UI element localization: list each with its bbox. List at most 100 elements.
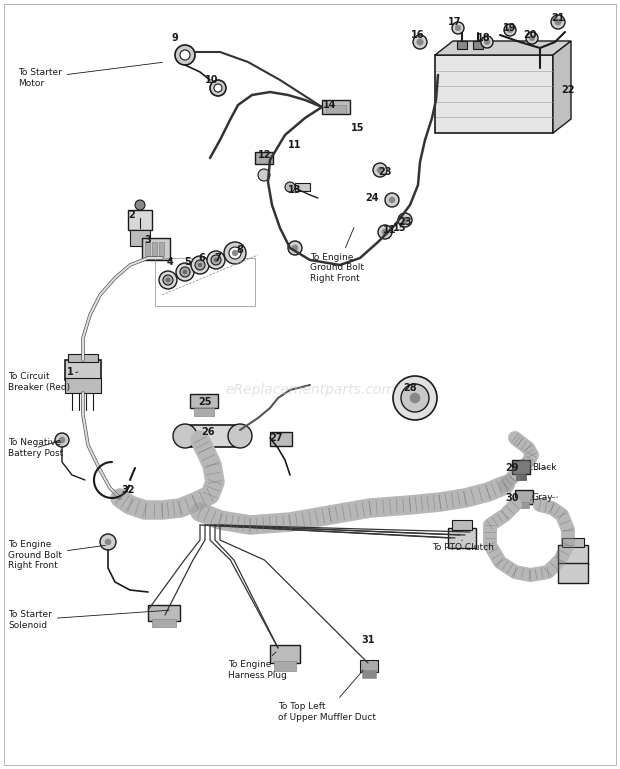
Bar <box>65 378 101 393</box>
Circle shape <box>551 15 565 29</box>
Text: 11: 11 <box>288 140 302 150</box>
Circle shape <box>159 271 177 289</box>
Text: 32: 32 <box>122 485 135 495</box>
Bar <box>68 354 98 362</box>
Text: 2: 2 <box>128 210 135 220</box>
Bar <box>519 502 529 508</box>
Circle shape <box>402 217 408 223</box>
Circle shape <box>183 270 187 274</box>
Circle shape <box>529 35 534 41</box>
Text: To PTO Clutch: To PTO Clutch <box>432 540 494 552</box>
Bar <box>512 460 530 474</box>
Text: 27: 27 <box>269 433 283 443</box>
Text: Gray: Gray <box>532 494 554 502</box>
Text: 5: 5 <box>185 257 192 267</box>
Circle shape <box>232 250 238 256</box>
Text: 7: 7 <box>215 253 221 263</box>
Text: 9: 9 <box>172 33 179 43</box>
Circle shape <box>292 245 298 251</box>
Bar <box>516 474 526 480</box>
Text: 17: 17 <box>448 17 462 27</box>
Bar <box>270 645 300 663</box>
Text: Black: Black <box>532 464 557 472</box>
Circle shape <box>481 36 493 48</box>
Text: 16: 16 <box>411 30 425 40</box>
Circle shape <box>389 197 395 203</box>
Text: 18: 18 <box>477 33 491 43</box>
Text: 13: 13 <box>288 185 302 195</box>
Text: 28: 28 <box>403 383 417 393</box>
Text: 24: 24 <box>365 193 379 203</box>
Circle shape <box>163 275 173 285</box>
Circle shape <box>135 200 145 210</box>
Text: To Circuit
Breaker (Red): To Circuit Breaker (Red) <box>8 372 78 391</box>
Circle shape <box>55 433 69 447</box>
Text: 8: 8 <box>237 245 244 255</box>
Bar <box>65 360 101 380</box>
Text: 4: 4 <box>167 257 174 267</box>
Circle shape <box>180 267 190 277</box>
Bar <box>145 242 150 256</box>
Circle shape <box>224 242 246 264</box>
Text: To Top Left
of Upper Muffler Duct: To Top Left of Upper Muffler Duct <box>278 670 376 721</box>
Text: 14: 14 <box>323 100 337 110</box>
Text: 1: 1 <box>66 367 73 377</box>
Text: 10: 10 <box>205 75 219 85</box>
Bar <box>360 660 378 672</box>
Circle shape <box>180 50 190 60</box>
Text: To Negative
Battery Post: To Negative Battery Post <box>8 438 63 458</box>
Bar <box>362 670 376 678</box>
Bar <box>473 41 483 49</box>
Bar <box>435 55 553 133</box>
Circle shape <box>285 182 295 192</box>
Text: 26: 26 <box>202 427 215 437</box>
Text: 29: 29 <box>505 463 519 473</box>
Text: To Engine
Harness Plug: To Engine Harness Plug <box>228 652 287 680</box>
Circle shape <box>393 376 437 420</box>
Circle shape <box>176 263 194 281</box>
Text: 23: 23 <box>398 217 412 227</box>
Bar <box>185 425 240 447</box>
Bar <box>152 619 176 627</box>
Circle shape <box>175 45 195 65</box>
Circle shape <box>378 225 392 239</box>
Circle shape <box>382 229 388 235</box>
Circle shape <box>504 24 516 36</box>
Bar <box>558 563 588 583</box>
Circle shape <box>210 80 226 96</box>
Bar <box>148 605 180 621</box>
Circle shape <box>452 22 464 34</box>
Text: 22: 22 <box>561 85 575 95</box>
Text: 21: 21 <box>551 13 565 23</box>
Text: 31: 31 <box>361 635 374 645</box>
Bar <box>130 230 150 246</box>
Circle shape <box>373 163 387 177</box>
Circle shape <box>166 278 170 282</box>
Bar <box>142 238 170 260</box>
Circle shape <box>484 39 490 45</box>
Text: 23: 23 <box>378 167 392 177</box>
Bar <box>159 242 164 256</box>
Bar <box>270 432 292 446</box>
Circle shape <box>214 258 218 262</box>
Circle shape <box>214 84 222 92</box>
Circle shape <box>288 241 302 255</box>
Circle shape <box>526 32 538 44</box>
Bar <box>322 100 350 114</box>
Text: To Engine
Ground Bolt
Right Front: To Engine Ground Bolt Right Front <box>310 228 364 283</box>
Circle shape <box>59 437 65 443</box>
Circle shape <box>555 19 561 25</box>
Text: 30: 30 <box>505 493 519 503</box>
Bar <box>152 242 157 256</box>
Circle shape <box>258 169 270 181</box>
Circle shape <box>173 424 197 448</box>
Bar <box>255 152 273 164</box>
Bar <box>128 210 152 230</box>
Circle shape <box>211 255 221 265</box>
Bar <box>274 661 296 671</box>
Text: 25: 25 <box>198 397 212 407</box>
Text: 15: 15 <box>352 123 365 133</box>
Bar <box>190 394 218 408</box>
Circle shape <box>105 539 111 545</box>
Circle shape <box>413 35 427 49</box>
